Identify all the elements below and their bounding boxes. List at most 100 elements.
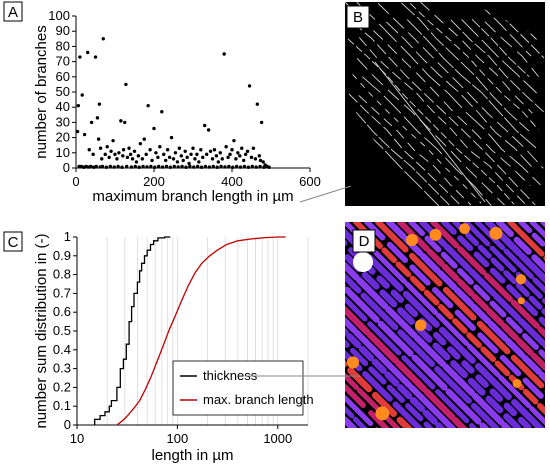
data-point	[105, 145, 109, 149]
data-point	[80, 93, 84, 97]
data-point	[109, 149, 113, 153]
data-point	[156, 164, 161, 169]
data-point	[89, 120, 94, 125]
data-point	[130, 157, 135, 161]
data-point	[247, 84, 252, 88]
data-point	[267, 165, 271, 169]
data-point	[255, 102, 260, 106]
y-tick-label: 0.8	[53, 267, 71, 282]
y-axis-label: number of branches	[33, 25, 50, 158]
skeleton-branch	[450, 19, 544, 113]
data-point	[251, 146, 256, 150]
y-axis-label: number sum distribution in (-)	[33, 233, 50, 428]
panel-a-letter: A	[8, 4, 18, 21]
data-point	[261, 160, 265, 164]
data-point	[236, 151, 240, 155]
data-point	[141, 164, 145, 169]
panel-c-letter: C	[8, 234, 19, 251]
data-point	[171, 157, 176, 161]
data-point	[208, 149, 213, 153]
data-point	[191, 146, 195, 150]
data-point	[216, 160, 221, 164]
data-point	[150, 158, 154, 163]
y-tick-label: 1	[64, 229, 71, 244]
data-point	[154, 151, 158, 155]
thickness-stripe	[374, 222, 545, 394]
skeleton-branch	[351, 21, 536, 206]
thick-spot	[375, 406, 390, 421]
skeleton-branch	[409, 2, 539, 131]
data-point	[228, 152, 232, 157]
thickness-stripe	[430, 222, 545, 339]
skeleton-branch	[461, 19, 537, 94]
data-point	[162, 152, 166, 157]
thickness-stripe	[345, 339, 434, 428]
y-tick-label: 40	[56, 99, 70, 114]
thickness-stripe	[441, 222, 545, 328]
data-point	[100, 164, 105, 169]
x-tick-label: 1000	[263, 431, 292, 446]
data-point	[249, 155, 254, 160]
y-tick-label: 0.2	[53, 379, 71, 394]
data-point	[227, 164, 231, 169]
panel-d: D	[345, 222, 545, 428]
data-point	[104, 165, 109, 169]
thickness-stripe	[345, 222, 545, 426]
thickness-stripe	[345, 305, 468, 428]
data-point	[119, 119, 123, 123]
data-point	[91, 152, 95, 157]
x-tick-label: 10	[70, 431, 84, 446]
skeleton-branch	[362, 76, 492, 206]
data-point	[113, 152, 117, 157]
data-point	[108, 164, 113, 169]
legend-entry: max. branch length	[203, 392, 314, 407]
legend-entry: thickness	[203, 368, 258, 383]
thick-spot	[459, 223, 470, 235]
panel-d-stripes	[345, 222, 545, 428]
data-point	[231, 165, 235, 169]
data-point	[158, 145, 162, 149]
data-point	[207, 165, 212, 169]
thickness-stripe	[345, 250, 523, 428]
data-point	[94, 164, 98, 169]
x-tick-label: 100	[167, 431, 189, 446]
data-point	[136, 154, 141, 158]
data-point	[234, 157, 238, 161]
legend-box	[172, 360, 304, 416]
data-point	[234, 164, 239, 169]
skeleton-branch	[358, 95, 472, 206]
data-point	[132, 149, 137, 153]
data-point	[245, 149, 250, 153]
thickness-stripe	[364, 222, 545, 405]
skeleton-branch	[476, 1, 532, 57]
x-axis-label: maximum branch length in µm	[92, 188, 293, 205]
data-point	[156, 155, 160, 160]
thickness-stripe	[396, 222, 545, 372]
data-point	[169, 135, 174, 140]
skeleton-branch	[347, 38, 515, 205]
data-point	[146, 103, 150, 108]
data-point	[203, 164, 208, 169]
data-point	[123, 120, 127, 125]
data-point	[100, 157, 104, 161]
data-point	[103, 152, 107, 157]
data-point	[77, 164, 81, 169]
data-point	[175, 160, 180, 164]
data-point	[262, 165, 266, 169]
data-point	[188, 164, 192, 169]
data-point	[120, 165, 124, 169]
data-point	[165, 148, 170, 152]
thickness-stripe	[345, 372, 401, 428]
x-tick-label: 0	[72, 174, 79, 189]
panel-d-thickness-map	[345, 222, 545, 428]
data-point	[149, 164, 153, 169]
data-point	[125, 155, 130, 160]
data-point	[121, 148, 126, 152]
connector-a-b	[299, 185, 352, 203]
data-point	[179, 154, 183, 158]
data-point	[223, 165, 227, 169]
skeleton-branch	[377, 2, 544, 169]
data-point	[180, 164, 184, 169]
data-point	[219, 164, 223, 169]
data-point	[86, 50, 90, 55]
